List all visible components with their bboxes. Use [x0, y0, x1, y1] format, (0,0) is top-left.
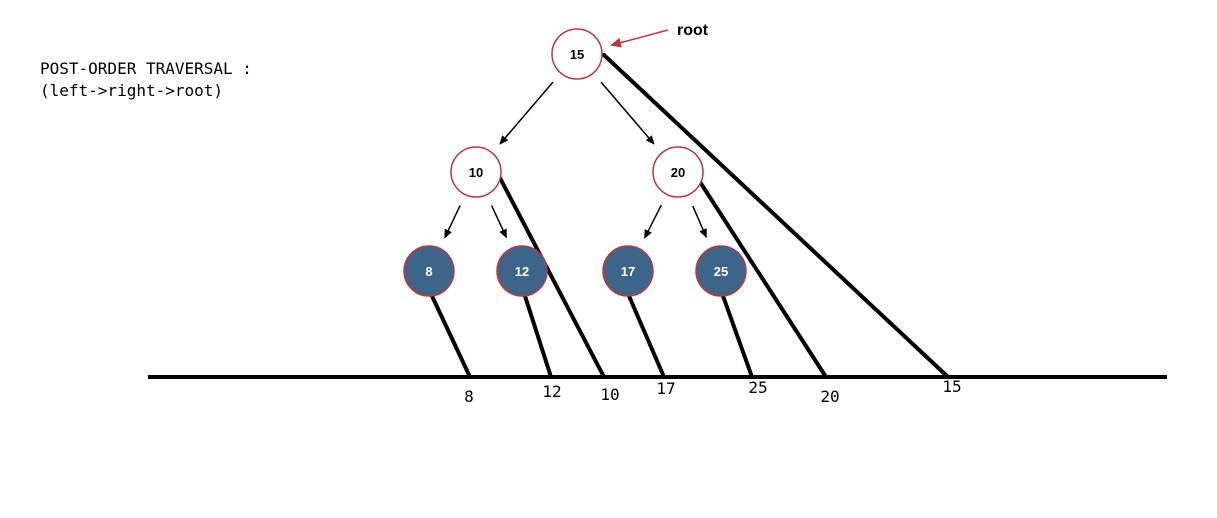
tree-node-25: 25	[695, 245, 747, 297]
node-circle	[602, 245, 654, 297]
tree-edge-15-10	[499, 81, 554, 145]
tree-node-15: 15	[551, 28, 603, 80]
traversal-order-label-7: 15	[942, 377, 961, 396]
heading-subtitle: (left->right->root)	[40, 81, 224, 100]
node-value-label: 12	[515, 264, 529, 279]
tree-node-12: 12	[496, 245, 548, 297]
traversal-order-label-3: 10	[600, 385, 619, 404]
node-circle	[496, 245, 548, 297]
node-value-label: 17	[621, 264, 635, 279]
tree-edge-10-8	[444, 205, 461, 239]
tree-node-10: 10	[450, 146, 502, 198]
tree-edge-10-12	[490, 205, 508, 239]
tree-edge-15-20	[600, 81, 655, 145]
projection-line-20	[698, 180, 828, 379]
root-pointer-arrow	[610, 29, 669, 48]
tree-node-17: 17	[602, 245, 654, 297]
tree-node-8: 8	[403, 245, 455, 297]
node-circle	[652, 146, 704, 198]
traversal-order-label-1: 8	[464, 387, 474, 406]
traversal-order-label-4: 17	[656, 379, 675, 398]
traversal-heading: POST-ORDER TRAVERSAL : (left->right->roo…	[40, 58, 252, 102]
node-value-label: 25	[714, 264, 728, 279]
node-circle	[403, 245, 455, 297]
tree-node-20: 20	[652, 146, 704, 198]
tree-edge-20-25	[692, 205, 707, 238]
traversal-order-label-6: 20	[820, 387, 839, 406]
root-label: root	[677, 22, 709, 39]
traversal-order-label-2: 12	[542, 382, 561, 401]
node-value-label: 20	[671, 165, 685, 180]
node-circle	[551, 28, 603, 80]
projection-line-15	[602, 53, 950, 379]
projection-line-25	[721, 294, 754, 379]
node-value-label: 8	[425, 264, 432, 279]
traversal-order-label-5: 25	[748, 378, 767, 397]
tree-edge-20-17	[644, 204, 662, 239]
projection-line-10	[498, 176, 606, 379]
projection-line-8	[430, 294, 472, 379]
node-circle	[450, 146, 502, 198]
heading-title: POST-ORDER TRAVERSAL :	[40, 59, 252, 78]
projection-line-17	[627, 294, 666, 379]
node-circle	[695, 245, 747, 297]
node-value-label: 10	[469, 165, 483, 180]
node-value-label: 15	[570, 47, 584, 62]
projection-line-12	[523, 294, 553, 379]
